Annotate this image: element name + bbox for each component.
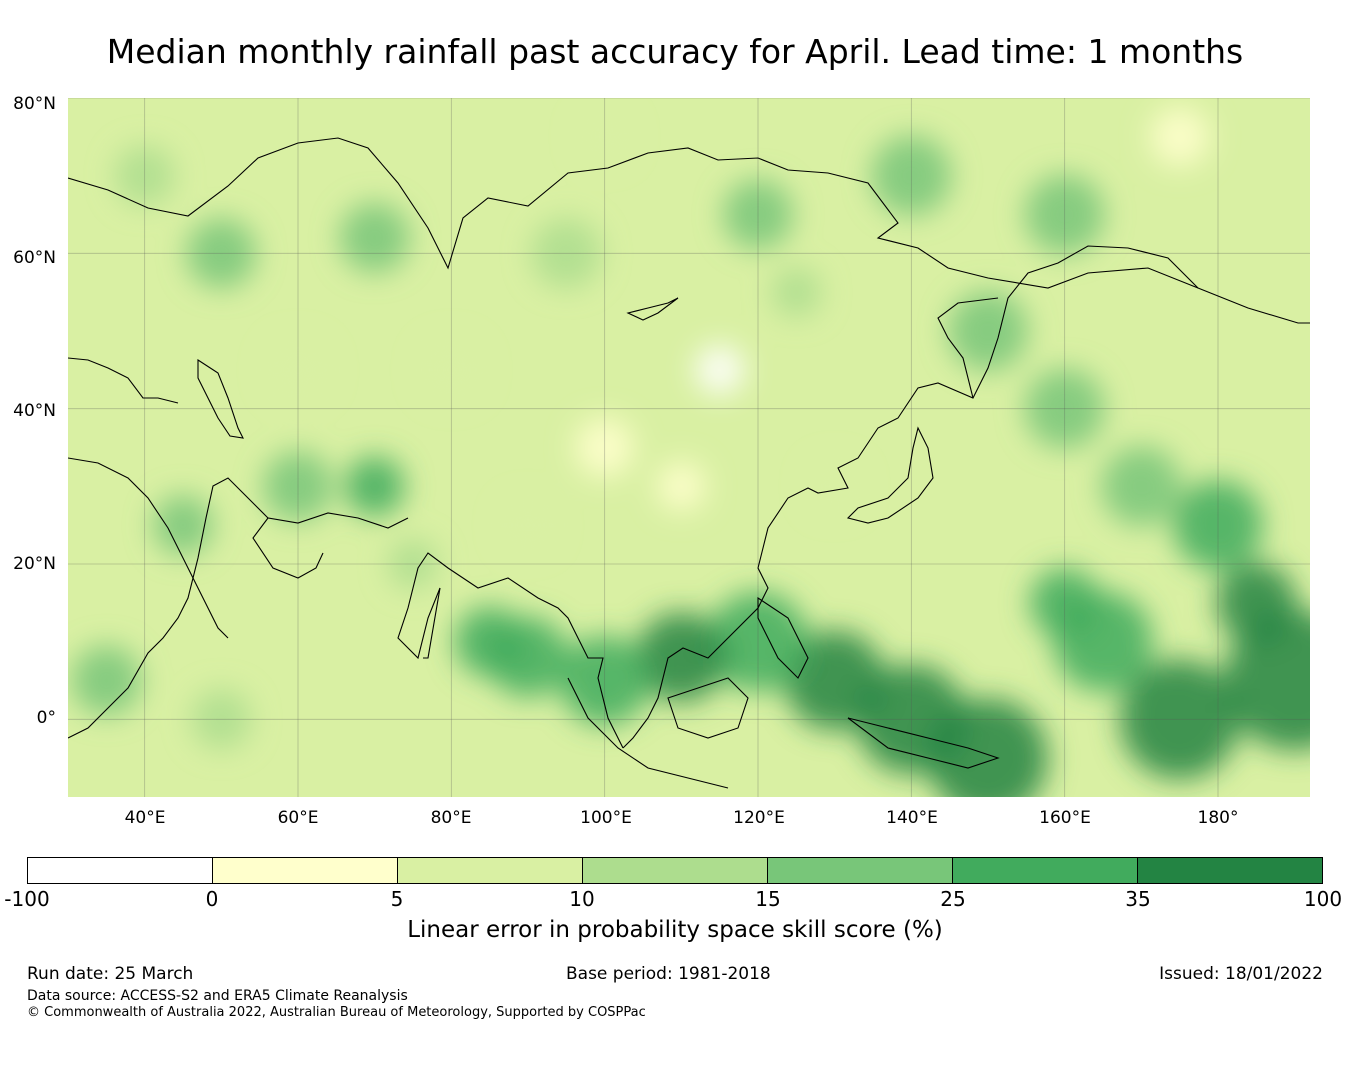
issued-date: Issued: 18/01/2022: [1159, 964, 1323, 984]
lon-label-140e: 140°E: [886, 808, 938, 828]
skill-score-patch: [1149, 106, 1210, 167]
colorbar-tick: 25: [940, 887, 966, 911]
skill-score-patch: [656, 461, 707, 512]
colorbar-label: Linear error in probability space skill …: [407, 917, 943, 943]
lon-label-60e: 60°E: [277, 808, 319, 828]
lon-label-180: 180°: [1197, 808, 1239, 828]
lat-label-40n: 40°N: [13, 401, 56, 421]
skill-score-patch: [1024, 368, 1105, 449]
skill-score-patch: [268, 339, 328, 400]
copyright: © Commonwealth of Australia 2022, Austra…: [27, 1005, 646, 1020]
colorbar-tick: 100: [1303, 887, 1343, 911]
skill-score-patch: [531, 218, 602, 289]
skill-score-patch: [574, 417, 635, 478]
skill-score-patch: [388, 539, 438, 589]
base-period: Base period: 1981-2018: [566, 964, 771, 984]
lat-label-20n: 20°N: [13, 554, 56, 574]
map-gridlines: [68, 98, 1310, 797]
skill-score-patch: [1029, 567, 1100, 638]
skill-score-patch: [114, 145, 175, 206]
lon-label-40e: 40°E: [124, 808, 166, 828]
lon-label-100e: 100°E: [580, 808, 632, 828]
colorbar-tick: 15: [755, 887, 781, 911]
skill-score-patch: [421, 339, 482, 400]
colorbar-segment: [398, 858, 583, 883]
skill-score-patch: [71, 645, 142, 716]
colorbar-segment: [213, 858, 398, 883]
skill-score-patch: [771, 267, 822, 318]
lon-label-80e: 80°E: [430, 808, 472, 828]
run-date: Run date: 25 March: [27, 964, 194, 984]
skill-score-patch: [784, 630, 885, 731]
skill-score-patch: [186, 218, 257, 289]
skill-score-field: [71, 106, 1310, 797]
colorbar-segment: [1138, 858, 1322, 883]
skill-score-patch: [948, 291, 1028, 371]
skill-score-patch: [263, 451, 333, 522]
skill-score-patch: [191, 689, 252, 750]
colorbar-tick: 10: [569, 887, 595, 911]
lat-label-60n: 60°N: [13, 248, 56, 268]
lon-label-160e: 160°E: [1039, 808, 1091, 828]
map-canvas: [68, 98, 1310, 797]
skill-score-patch: [579, 111, 630, 162]
skill-score-patch: [339, 202, 410, 273]
skill-score-patch: [503, 500, 553, 551]
skill-score-patch: [454, 606, 525, 677]
skill-score-patch: [708, 591, 808, 692]
chart-title: Median monthly rainfall past accuracy fo…: [106, 32, 1244, 71]
skill-score-patch: [1224, 610, 1310, 751]
skill-score-patch: [636, 612, 727, 703]
colorbar-tick: 0: [205, 887, 219, 911]
skill-score-patch: [153, 495, 213, 556]
skill-score-patch: [723, 179, 793, 250]
data-source: Data source: ACCESS-S2 and ERA5 Climate …: [27, 988, 408, 1004]
skill-score-patch: [1024, 174, 1105, 255]
coastlines: [68, 137, 1310, 789]
skill-score-patch: [871, 135, 952, 216]
skill-score-patch: [1216, 562, 1297, 643]
colorbar-tick: 35: [1125, 887, 1151, 911]
colorbar-tick: 5: [390, 887, 404, 911]
skill-score-patch: [694, 344, 745, 395]
colorbar-segment: [768, 858, 953, 883]
skill-score-patch: [1119, 659, 1240, 780]
skill-score-patch: [1173, 480, 1263, 571]
colorbar-segment: [583, 858, 768, 883]
lon-label-120e: 120°E: [733, 808, 785, 828]
colorbar-segment: [28, 858, 213, 883]
skill-score-patch: [344, 456, 405, 517]
lat-label-equator: 0°: [36, 708, 56, 728]
lat-label-80n: 80°N: [13, 94, 56, 114]
colorbar-segment: [953, 858, 1138, 883]
skill-score-map: [68, 98, 1310, 797]
skill-score-patch: [1101, 446, 1182, 527]
skill-score-patch: [856, 664, 967, 775]
colorbar-tick: -100: [4, 887, 50, 911]
skill-score-patch: [559, 635, 650, 726]
skill-score-patch: [809, 461, 860, 512]
colorbar: [27, 857, 1323, 884]
